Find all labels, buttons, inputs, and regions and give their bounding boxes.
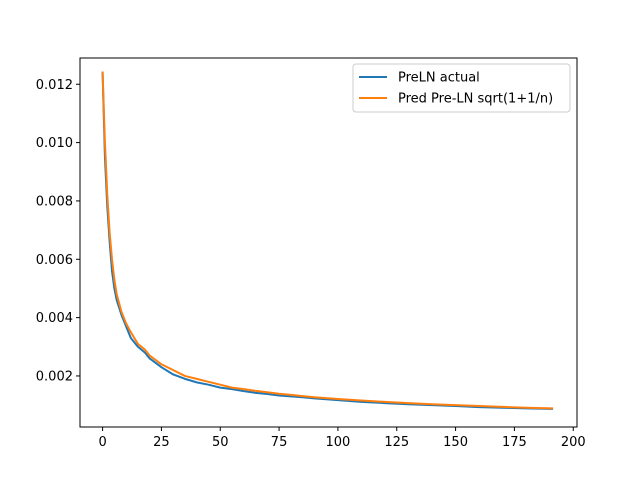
- legend: PreLN actual Pred Pre-LN sqrt(1+1/n): [352, 63, 571, 113]
- y-tick-label: 0.010: [36, 136, 73, 151]
- x-tick-label: 150: [443, 435, 468, 450]
- y-tick-label: 0.002: [36, 369, 73, 384]
- x-tick-label: 50: [212, 435, 229, 450]
- x-tick-label: 75: [271, 435, 288, 450]
- x-tick-label: 25: [153, 435, 170, 450]
- axes-frame: [79, 57, 578, 428]
- x-tick-label: 0: [98, 435, 106, 450]
- y-tick-label: 0.006: [36, 253, 73, 268]
- plot-area: [80, 58, 577, 427]
- y-tick-label: 0.008: [36, 194, 73, 209]
- axes-layer: 0 25 50 75 100 125 150 175 200 0.002 0.004 0.006 0.0…: [36, 57, 586, 450]
- y-tick-label: 0.012: [36, 78, 73, 93]
- series-line-0: [101, 71, 554, 410]
- x-tick-label: 125: [384, 435, 409, 450]
- series-layer: [101, 71, 554, 410]
- legend-label-0: PreLN actual: [398, 71, 480, 86]
- x-tick-label: 200: [561, 435, 586, 450]
- series-line-1: [101, 71, 554, 410]
- legend-label-1: Pred Pre-LN sqrt(1+1/n): [398, 92, 553, 107]
- y-tick-label: 0.004: [36, 311, 73, 326]
- x-tick-label: 175: [502, 435, 527, 450]
- legend-box: [352, 63, 571, 113]
- x-tick-label: 100: [325, 435, 350, 450]
- plot-background: [80, 58, 577, 427]
